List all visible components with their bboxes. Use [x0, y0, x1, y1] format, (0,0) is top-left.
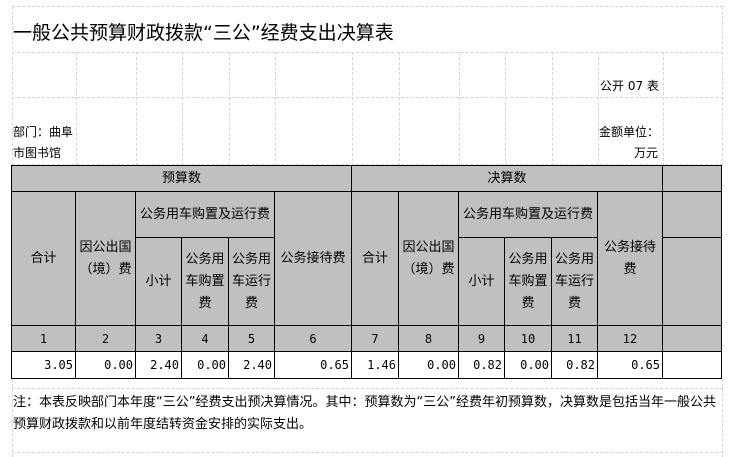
value-cell: 0.65 [597, 351, 663, 379]
gridline [722, 379, 723, 457]
page-title: 一般公共预算财政拨款“三公”经费支出决算表 [13, 22, 394, 44]
department-label: 部门：曲阜 [13, 125, 74, 139]
gridline [229, 52, 230, 166]
column-number: 7 [351, 325, 399, 352]
gridline [182, 52, 183, 166]
unit-value: 万元 [634, 146, 659, 160]
value-blank [662, 351, 722, 379]
header-blank [662, 191, 722, 238]
column-number: 8 [398, 325, 459, 352]
budget-header-subtotal: 小计 [135, 237, 182, 326]
final-header-vehicle-purchase: 公务用车购置费 [504, 237, 552, 326]
gridline [12, 52, 723, 53]
gridline [275, 52, 276, 166]
gridline [12, 6, 13, 166]
department-label-2: 市图书馆 [13, 146, 62, 160]
budget-header-vehicle-purchase: 公务用车购置费 [181, 237, 229, 326]
column-number: 10 [504, 325, 552, 352]
footnote: 注：本表反映部门本年度“三公”经费支出预决算情况。其中：预算数为“三公”经费年初… [13, 395, 716, 432]
budget-header-vehicle-operation: 公务用车运行费 [228, 237, 275, 326]
column-number: 1 [11, 325, 76, 352]
value-cell: 0.65 [274, 351, 352, 379]
budget-header-vehicle: 公务用车购置及运行费 [135, 191, 275, 238]
gridline [76, 52, 77, 166]
value-cell: 1.46 [351, 351, 399, 379]
value-cell: 3.05 [11, 351, 76, 379]
gridline [136, 52, 137, 166]
column-number: 2 [75, 325, 136, 352]
gridline [505, 52, 506, 166]
value-cell: 0.82 [551, 351, 598, 379]
column-number: 11 [551, 325, 598, 352]
header-budget: 预算数 [11, 165, 352, 192]
gridline [12, 6, 723, 7]
header-final: 决算数 [351, 165, 663, 192]
gridline [459, 52, 460, 166]
gridline [12, 452, 723, 453]
gridline [12, 164, 723, 165]
final-header-reception: 公务接待费 [597, 191, 663, 326]
value-cell: 2.40 [135, 351, 182, 379]
table-code: 公开 07 表 [600, 79, 659, 93]
budget-header-total: 合计 [11, 191, 76, 326]
value-cell: 0.00 [398, 351, 459, 379]
budget-header-abroad: 因公出国（境）费 [75, 191, 136, 326]
column-number: 5 [228, 325, 275, 352]
column-number: 3 [135, 325, 182, 352]
gridline [399, 52, 400, 166]
gridline [12, 379, 13, 457]
value-cell: 0.82 [458, 351, 505, 379]
final-header-subtotal: 小计 [458, 237, 505, 326]
column-number: 12 [597, 325, 663, 352]
gridline [12, 97, 723, 98]
value-cell: 0.00 [181, 351, 229, 379]
value-cell: 2.40 [228, 351, 275, 379]
final-header-abroad: 因公出国（境）费 [398, 191, 459, 326]
value-cell: 0.00 [75, 351, 136, 379]
budget-header-reception: 公务接待费 [274, 191, 352, 326]
gridline [352, 52, 353, 166]
unit-label: 金额单位： [599, 125, 660, 139]
header-blank [662, 325, 722, 352]
gridline [12, 388, 723, 389]
value-cell: 0.00 [504, 351, 552, 379]
gridline [598, 52, 599, 166]
gridline [552, 52, 553, 166]
header-blank [662, 165, 722, 192]
gridline [663, 52, 664, 166]
column-number: 9 [458, 325, 505, 352]
final-header-total: 合计 [351, 191, 399, 326]
column-number: 6 [274, 325, 352, 352]
header-blank [662, 237, 722, 326]
final-header-vehicle: 公务用车购置及运行费 [458, 191, 598, 238]
final-header-vehicle-operation: 公务用车运行费 [551, 237, 598, 326]
gridline [722, 6, 723, 166]
column-number: 4 [181, 325, 229, 352]
